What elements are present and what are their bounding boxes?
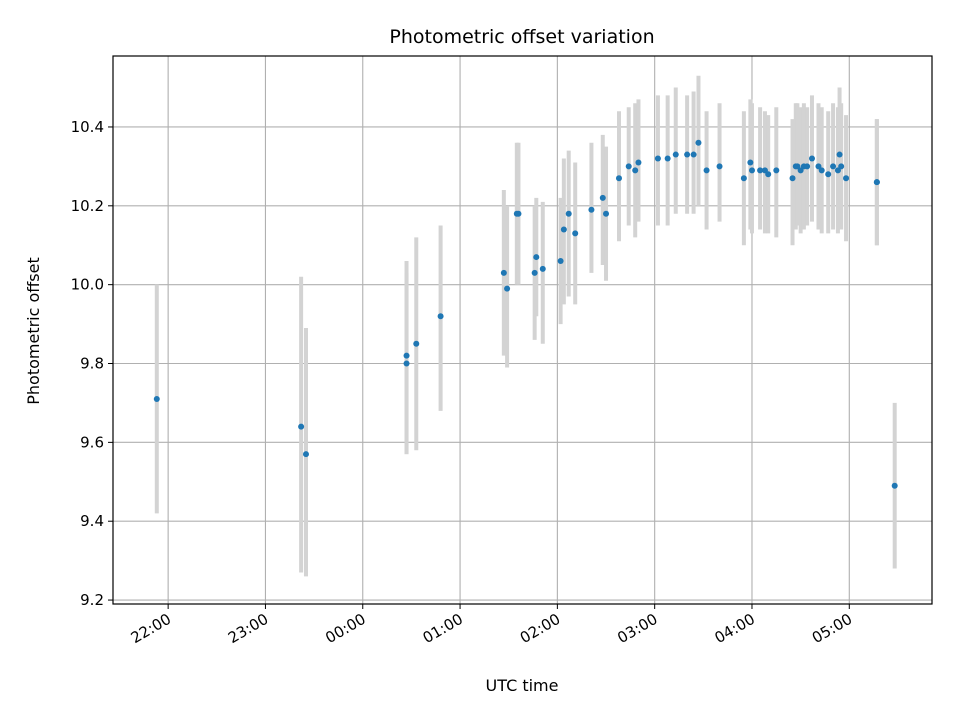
data-point	[808, 155, 815, 162]
error-bars	[154, 75, 897, 577]
y-tick-label: 10.4	[71, 118, 104, 136]
data-point	[748, 167, 755, 174]
data-point	[891, 482, 898, 489]
data-point	[654, 155, 661, 162]
x-tick-label: 00:00	[322, 610, 368, 647]
data-point	[403, 352, 410, 359]
y-tick-label: 10.0	[71, 276, 104, 294]
data-point	[565, 210, 572, 217]
x-axis-label: UTC time	[486, 676, 559, 695]
data-point	[690, 151, 697, 158]
y-axis-label: Photometric offset	[24, 257, 43, 405]
data-point	[500, 269, 507, 276]
data-point	[825, 171, 832, 178]
data-point	[830, 163, 837, 170]
data-point	[716, 163, 723, 170]
data-point	[843, 175, 850, 182]
data-point	[572, 230, 579, 237]
data-point	[632, 167, 639, 174]
data-point	[664, 155, 671, 162]
data-point	[747, 159, 754, 166]
data-point	[818, 167, 825, 174]
data-point	[603, 210, 610, 217]
x-tick-label: 22:00	[128, 610, 174, 647]
data-point	[757, 167, 764, 174]
data-point	[533, 254, 540, 261]
data-point	[804, 163, 811, 170]
data-point	[557, 258, 564, 265]
data-point	[815, 163, 822, 170]
data-point	[298, 423, 305, 430]
data-point	[765, 171, 772, 178]
y-tick-label: 9.6	[80, 433, 104, 451]
data-point	[740, 175, 747, 182]
data-points	[153, 139, 898, 489]
grid-lines	[113, 56, 932, 604]
data-point	[531, 269, 538, 276]
data-point	[794, 163, 801, 170]
data-point	[437, 313, 444, 320]
data-point	[773, 167, 780, 174]
y-tick-label: 9.2	[80, 591, 104, 609]
chart-title: Photometric offset variation	[389, 26, 654, 48]
data-point	[873, 179, 880, 186]
x-axis-ticks: 22:00 23:00 00:00 01:00 02:00 03:00 04:00 05:00	[128, 604, 855, 647]
data-point	[789, 175, 796, 182]
x-tick-label: 03:00	[614, 610, 660, 647]
data-point	[797, 167, 804, 174]
data-point	[615, 175, 622, 182]
data-point	[703, 167, 710, 174]
data-point	[635, 159, 642, 166]
data-point	[539, 265, 546, 272]
x-tick-label: 23:00	[225, 610, 271, 647]
data-point	[695, 139, 702, 146]
data-point	[838, 163, 845, 170]
data-point	[153, 395, 160, 402]
data-point	[515, 210, 522, 217]
data-point	[599, 194, 606, 201]
data-point	[403, 360, 410, 367]
y-tick-label: 9.8	[80, 355, 104, 373]
data-point	[302, 451, 309, 458]
data-point	[588, 206, 595, 213]
data-point	[836, 151, 843, 158]
y-axis-ticks: 9.2 9.4 9.6 9.8 10.0 10.2 10.4	[71, 118, 113, 609]
data-point	[672, 151, 679, 158]
data-point	[761, 167, 768, 174]
plot-frame	[112, 55, 933, 605]
data-point	[834, 167, 841, 174]
x-tick-label: 05:00	[809, 610, 855, 647]
data-point	[413, 340, 420, 347]
data-point	[504, 285, 511, 292]
data-point	[560, 226, 567, 233]
y-tick-label: 9.4	[80, 512, 104, 530]
x-tick-label: 01:00	[420, 610, 466, 647]
y-tick-label: 10.2	[71, 197, 104, 215]
data-point	[625, 163, 632, 170]
x-tick-label: 02:00	[517, 610, 563, 647]
x-tick-label: 04:00	[712, 610, 758, 647]
data-point	[684, 151, 691, 158]
